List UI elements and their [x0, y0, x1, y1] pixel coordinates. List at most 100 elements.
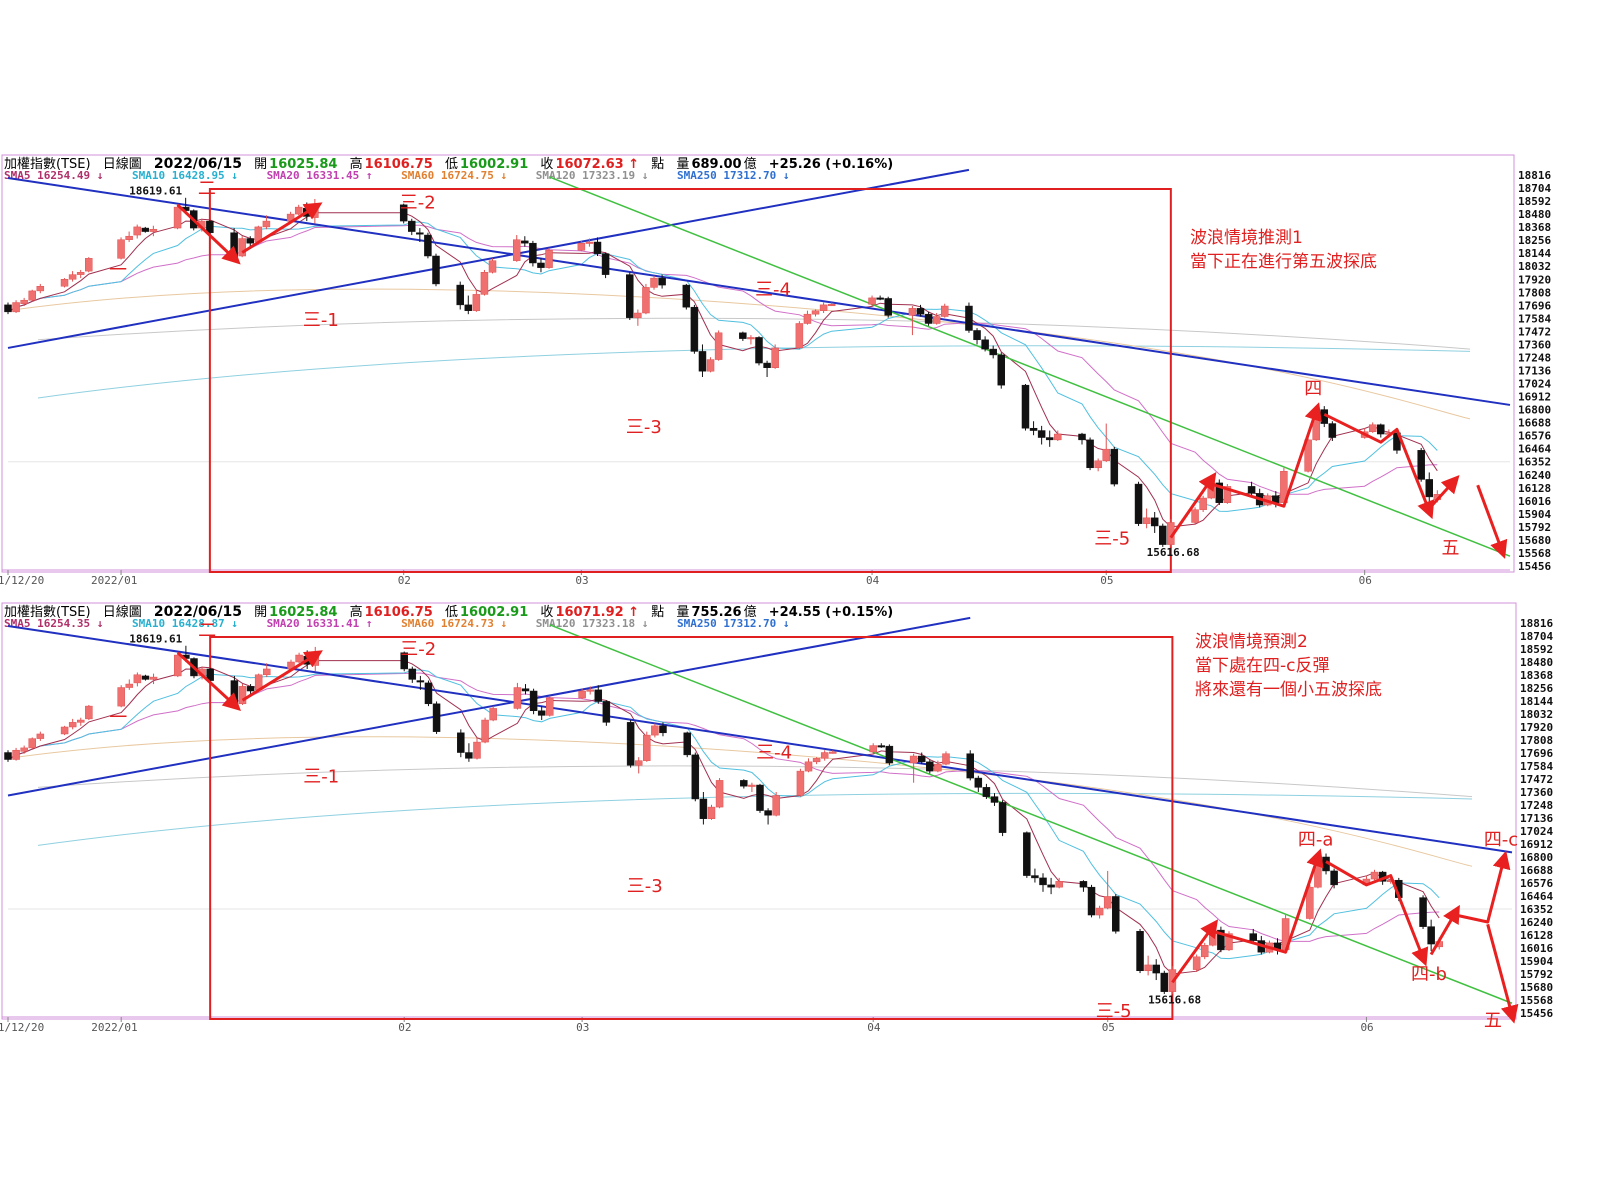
candle-body: [1055, 881, 1063, 888]
candle-body: [1037, 430, 1046, 438]
candle-body: [659, 725, 667, 734]
candle-body: [1249, 933, 1257, 941]
x-tick-label: 06: [1360, 1021, 1373, 1034]
y-tick-label: 18368: [1520, 669, 1553, 682]
sma250-line: [37, 345, 1471, 399]
low-value-label: 15616.68: [1147, 546, 1200, 559]
wave-label: 四-b: [1411, 964, 1447, 985]
y-tick-label: 15680: [1518, 534, 1551, 547]
sma20-line: [7, 672, 1440, 942]
y-tick-label: 17248: [1518, 351, 1551, 364]
sma120-line: [37, 317, 1471, 350]
y-tick-label: 17920: [1520, 721, 1553, 734]
wave-label: 一: [109, 260, 127, 281]
candle-body: [602, 701, 611, 723]
y-tick-label: 15904: [1520, 955, 1553, 968]
candle-body: [811, 310, 820, 315]
x-tick-label: 05: [1102, 1021, 1115, 1034]
high-label: 高: [349, 605, 363, 620]
quote-header: 加權指數(TSE) 日線圖 2022/06/15 開 16025.84 高 1610…: [4, 153, 901, 172]
candle-body: [456, 284, 464, 306]
candle-body: [909, 755, 918, 764]
candle-body: [28, 738, 37, 749]
volume-value: 689.00: [691, 157, 742, 172]
y-tick-label: 18032: [1520, 708, 1553, 721]
candle-body: [85, 705, 93, 720]
wave-arrow: [1429, 904, 1460, 956]
wave-label: 四-c: [1484, 829, 1518, 850]
candle-body: [1419, 897, 1427, 927]
candle-body: [924, 313, 933, 324]
y-tick-label: 17472: [1520, 773, 1553, 786]
candle-body: [698, 351, 707, 372]
candle-body: [690, 306, 699, 352]
scenario-note: 將來還有一個小五波探底: [1195, 680, 1382, 700]
candle-body: [934, 763, 942, 772]
candle-body: [1079, 881, 1088, 888]
y-tick-label: 18592: [1518, 195, 1551, 208]
wave-arrow: [1212, 848, 1324, 954]
candle-body: [1078, 433, 1086, 441]
candle-body: [942, 753, 950, 765]
candle-body: [827, 304, 836, 307]
candle-body: [820, 752, 829, 759]
candle-body: [125, 683, 134, 688]
candle-body: [869, 745, 877, 753]
candle-body: [1021, 384, 1030, 429]
candle-body: [771, 347, 779, 368]
candle-body: [1368, 424, 1377, 432]
y-tick-label: 17024: [1520, 825, 1553, 838]
candle-body: [739, 332, 747, 339]
candlestick-chart-2: 1881618704185921848018368182561814418032…: [0, 602, 1553, 1034]
candle-body: [424, 682, 433, 705]
candle-body: [12, 749, 20, 760]
candle-body: [974, 777, 983, 788]
open-label: 開: [254, 605, 268, 620]
candle-body: [966, 753, 974, 779]
y-tick-label: 17808: [1520, 734, 1553, 747]
y-tick-label: 16128: [1518, 482, 1551, 495]
uptrend-line: [7, 168, 970, 349]
candle-body: [772, 795, 780, 816]
candle-body: [643, 734, 651, 761]
y-tick-label: 16352: [1518, 456, 1551, 469]
sma60-line: [7, 288, 1471, 420]
candle-body: [748, 784, 756, 787]
candle-body: [932, 316, 941, 324]
sma5-line: [7, 660, 1440, 975]
candle-body: [740, 780, 748, 787]
candle-body: [311, 652, 320, 666]
wave-label: 二: [198, 178, 216, 199]
y-tick-label: 15456: [1520, 1007, 1553, 1020]
sma5-line: [7, 212, 1438, 528]
candle-body: [1425, 479, 1433, 498]
candle-body: [1152, 964, 1160, 974]
candle-body: [1377, 424, 1385, 435]
candle-body: [1215, 482, 1224, 503]
x-tick-label: 2022/01: [91, 574, 137, 587]
candle-body: [989, 348, 997, 356]
candle-body: [513, 687, 522, 709]
x-tick-label: 03: [576, 1021, 589, 1034]
candle-body: [626, 722, 635, 766]
candle-body: [626, 274, 634, 318]
candle-body: [796, 770, 805, 796]
sma10-legend: SMA10 16428.87 ↓: [131, 617, 238, 630]
candle-body: [262, 220, 271, 228]
y-tick-label: 16128: [1520, 929, 1553, 942]
candle-body: [763, 362, 771, 368]
y-tick-label: 18368: [1518, 221, 1551, 234]
candle-body: [117, 239, 125, 259]
candle-body: [432, 703, 441, 732]
candle-body: [399, 204, 408, 222]
candle-body: [812, 758, 821, 763]
high-value-label: 18619.61: [129, 632, 182, 645]
candle-body: [1029, 427, 1038, 431]
candle-body: [829, 751, 837, 754]
y-tick-label: 16576: [1520, 877, 1553, 890]
scenario-note: 當下正在進行第五波探底: [1190, 252, 1377, 272]
candle-body: [601, 253, 610, 275]
wave-arrow: [1171, 919, 1219, 984]
candle-body: [585, 241, 594, 244]
sma10-legend: SMA10 16428.95 ↓: [131, 169, 238, 182]
